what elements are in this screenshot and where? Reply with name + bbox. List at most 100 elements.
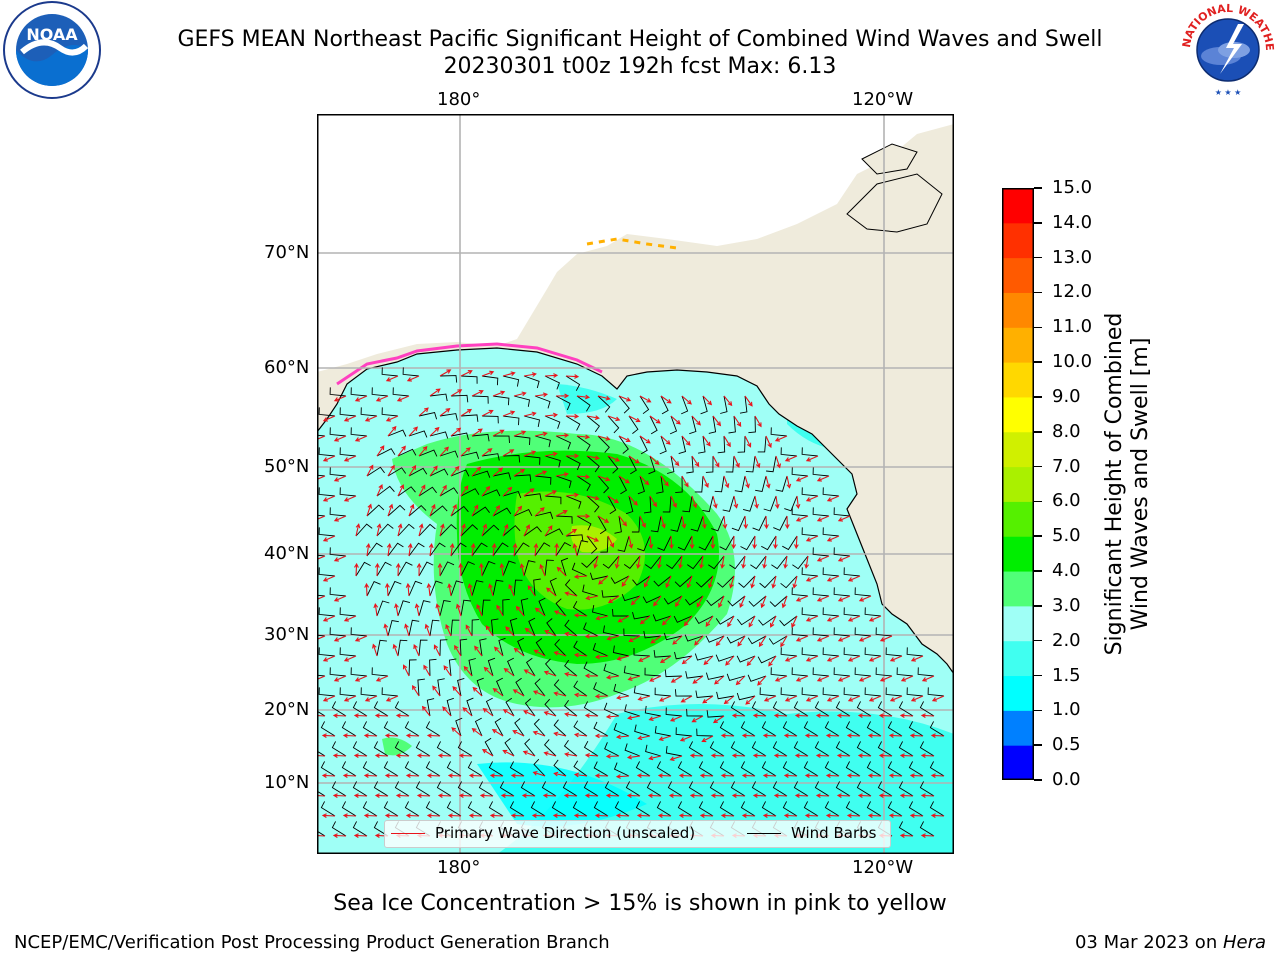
colorbar-tick-mark — [1034, 605, 1042, 607]
wind-barb — [439, 487, 459, 497]
wind-barb — [553, 759, 567, 777]
wave-direction-arrow — [576, 513, 591, 519]
wind-barb — [822, 607, 840, 617]
wave-direction-arrow — [354, 675, 368, 682]
wave-direction-arrow — [502, 410, 516, 417]
wave-direction-arrow — [846, 813, 861, 818]
wave-direction-arrow — [343, 615, 357, 622]
wave-direction-arrow — [617, 615, 630, 623]
wave-direction-arrow — [594, 693, 609, 699]
wave-direction-arrow — [460, 447, 471, 457]
wave-direction-arrow — [701, 735, 714, 743]
wave-direction-arrow — [476, 603, 483, 617]
colorbar-tick-label: 12.0 — [1052, 281, 1093, 303]
wave-direction-arrow — [317, 675, 326, 682]
wave-direction-arrow — [637, 735, 651, 741]
wave-direction-arrow — [636, 773, 651, 778]
wave-direction-arrow — [332, 713, 347, 718]
wind-barb — [635, 761, 651, 777]
wave-direction-arrow — [564, 671, 578, 677]
wind-barb — [656, 761, 672, 777]
wind-barb — [505, 697, 515, 717]
wind-barb — [502, 560, 516, 577]
wave-direction-arrow — [899, 833, 914, 838]
wave-direction-arrow — [397, 445, 406, 457]
wind-barb — [429, 505, 448, 517]
wave-direction-arrow — [353, 713, 368, 718]
wave-direction-arrow — [678, 813, 693, 818]
wave-direction-arrow — [499, 562, 505, 577]
wind-barb — [694, 615, 714, 624]
wave-direction-arrow — [437, 793, 452, 798]
wave-direction-arrow — [584, 673, 599, 679]
wind-barb — [408, 580, 423, 597]
wind-barb — [509, 801, 525, 817]
wind-barb — [814, 781, 830, 797]
colorbar-tick-mark — [1034, 570, 1042, 572]
wind-barb — [563, 699, 578, 717]
wave-direction-arrow — [720, 733, 735, 738]
wind-barb — [688, 781, 704, 797]
wind-barb — [761, 721, 777, 737]
wind-barb — [667, 781, 683, 797]
wind-barb — [429, 431, 449, 439]
wind-barb — [717, 435, 726, 454]
wind-barb — [317, 434, 326, 437]
wind-barb — [471, 433, 490, 442]
wind-barb — [740, 801, 756, 817]
colorbar-tick-label: 1.5 — [1052, 664, 1081, 686]
wind-barb — [822, 567, 840, 577]
colorbar-tick-mark — [1034, 222, 1042, 224]
wave-direction-arrow — [563, 793, 578, 798]
wind-barb — [544, 455, 561, 468]
wave-direction-arrow — [784, 455, 798, 462]
wave-direction-arrow — [660, 395, 672, 404]
wave-direction-arrow — [343, 495, 357, 502]
wind-barb — [875, 627, 893, 637]
wind-barb — [843, 567, 861, 577]
wind-barb — [450, 542, 467, 557]
wind-barb — [352, 781, 368, 797]
wind-barb — [460, 561, 475, 577]
wind-barb — [877, 781, 893, 797]
wave-direction-arrow — [594, 773, 609, 779]
wind-barb — [544, 528, 564, 537]
wave-direction-arrow — [670, 415, 681, 425]
colorbar-tick-mark — [1034, 256, 1042, 259]
wave-direction-arrow — [794, 713, 809, 718]
wind-barb — [576, 515, 592, 531]
wind-barb — [523, 560, 536, 577]
wave-direction-arrow — [471, 389, 484, 397]
wave-direction-arrow — [837, 595, 851, 602]
wind-barb — [446, 697, 454, 717]
wind-barb — [793, 781, 809, 797]
wind-barb — [439, 450, 459, 458]
wave-direction-arrow — [598, 575, 609, 585]
wind-barb — [864, 647, 882, 657]
wave-direction-arrow — [565, 453, 580, 459]
wind-barb — [513, 474, 532, 482]
colorbar-segment — [1002, 431, 1034, 468]
wind-barb — [425, 761, 441, 777]
wind-barb — [919, 741, 935, 757]
wind-barb — [917, 667, 935, 677]
wave-direction-arrow — [681, 515, 687, 529]
footer-host: Hera — [1222, 932, 1266, 953]
wind-barb — [318, 567, 336, 577]
wind-barb — [715, 654, 735, 662]
wind-barb — [663, 595, 683, 605]
wind-barb — [793, 741, 809, 757]
wind-barb — [513, 435, 531, 446]
wave-direction-arrow — [675, 595, 683, 608]
colorbar — [1002, 188, 1034, 780]
wave-direction-arrow — [888, 773, 903, 778]
wave-direction-arrow — [836, 793, 851, 798]
wind-barb — [593, 721, 609, 737]
wind-barb — [722, 495, 735, 512]
wind-barb — [341, 761, 357, 777]
wind-barb — [514, 718, 525, 737]
wave-direction-arrow — [447, 583, 452, 597]
wave-direction-arrow — [485, 625, 494, 637]
wind-barb — [586, 455, 600, 473]
wind-barb — [387, 429, 407, 437]
